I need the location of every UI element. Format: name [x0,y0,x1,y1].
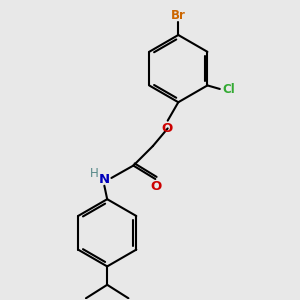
Text: Br: Br [171,9,186,22]
Text: N: N [99,173,110,186]
Text: Cl: Cl [222,83,235,96]
Text: H: H [90,167,99,180]
Text: O: O [150,180,162,193]
Text: O: O [161,122,172,135]
